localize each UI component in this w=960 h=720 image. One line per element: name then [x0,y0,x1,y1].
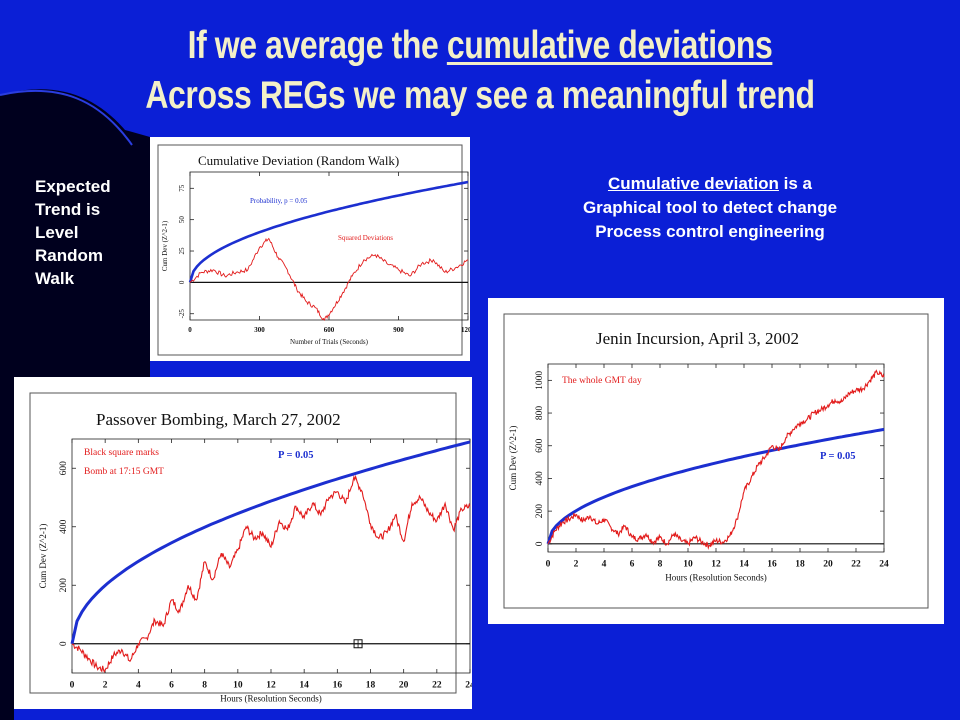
y-axis-label: Cum Dev (Z^2-1) [161,220,169,271]
cumdev-suffix: is a [778,174,813,193]
probability-curve [70,440,471,645]
y-tick-label: 600 [59,461,69,476]
y-tick-label: 800 [535,406,545,421]
expected-line: Level [35,223,79,242]
expected-trend-text: Expected Trend is Level Random Walk [35,175,150,290]
y-tick-label: -25 [178,309,186,319]
chart-jenin-incursion: Jenin Incursion, April 3, 2002 0 2 4 6 8 10 12 1… [488,298,944,624]
x-tick-label: 900 [393,326,404,334]
chart-frame [503,313,929,609]
y-tick-label: 200 [535,504,545,519]
slide-title-line2: Across REGs we may see a meaningful tren… [145,74,815,117]
x-tick-label: 6 [169,681,174,691]
chart-annotation: Black square marks [84,448,159,458]
y-tick-label: 600 [535,438,545,453]
expected-line: Trend is [35,200,101,219]
expected-line: Random [35,246,103,265]
deviation-trace [189,237,469,321]
x-tick-label: 20 [399,681,409,691]
x-tick-label: 0 [70,681,75,691]
x-tick-label: 16 [767,560,777,570]
chart-annotation: Squared Deviations [338,234,393,242]
y-axis-label: Cum Dev (Z^2-1) [508,426,518,491]
title-link-cumulative-deviations[interactable]: cumulative deviations [446,24,773,67]
chart-annotation: The whole GMT day [562,376,642,386]
x-tick-label: 24 [465,681,472,691]
x-tick-label: 2 [574,560,579,570]
x-tick-label: 24 [879,560,889,570]
x-tick-label: 300 [254,326,265,334]
y-tick-label: 200 [59,578,69,593]
x-tick-label: 8 [202,681,207,691]
y-axis-label: Cum Dev (Z^2-1) [38,524,48,589]
expected-line: Expected [35,177,111,196]
probability-curve [546,427,885,545]
x-tick-label: 14 [299,681,309,691]
deviation-trace [547,369,885,550]
chart-annotation: Probability, p = 0.05 [250,197,308,205]
cumulative-deviation-description: Cumulative deviation is a Graphical tool… [500,172,920,244]
y-tick-label: 400 [535,471,545,486]
x-tick-label: 1200 [461,326,470,334]
x-tick-label: 4 [602,560,607,570]
x-tick-label: 4 [136,681,141,691]
y-tick-label: 50 [178,216,186,224]
x-axis-label: Number of Trials (Seconds) [290,338,369,346]
probability-curve [188,180,469,283]
x-tick-label: 12 [266,681,276,691]
chart-title: Jenin Incursion, April 3, 2002 [596,329,799,348]
x-axis-label: Hours (Resolution Seconds) [220,694,322,704]
cumdev-line3: Process control engineering [595,222,825,241]
x-axis-label: Hours (Resolution Seconds) [665,573,767,583]
chart-frame [29,392,457,694]
random-walk-chart-svg: Cumulative Deviation (Random Walk) 0 300 60… [157,144,470,356]
chart-annotation: Bomb at 17:15 GMT [84,467,164,477]
x-tick-label: 10 [683,560,693,570]
slide-title-line1: If we average the cumulative deviations [86,24,873,68]
plot-area [189,171,469,321]
cumdev-line2: Graphical tool to detect change [582,198,838,217]
y-tick-label: 0 [59,641,69,646]
cumulative-deviation-link[interactable]: Cumulative deviation [607,174,779,193]
x-tick-label: 0 [188,326,192,334]
x-tick-label: 18 [795,560,805,570]
x-tick-label: 600 [324,326,335,334]
expected-line: Walk [35,269,75,288]
x-tick-label: 2 [103,681,108,691]
y-tick-label: 1000 [535,371,545,390]
x-tick-label: 22 [432,681,442,691]
chart-random-walk: Cumulative Deviation (Random Walk) 0 300 60… [150,137,470,361]
y-tick-label: 25 [178,247,186,255]
x-tick-label: 14 [739,560,749,570]
y-tick-label: 75 [178,184,186,192]
x-tick-label: 6 [630,560,635,570]
x-tick-label: 16 [333,681,343,691]
chart-frame [157,144,463,356]
title-prefix: If we average the [187,24,447,67]
x-tick-label: 18 [366,681,376,691]
y-tick-label: 400 [59,519,69,534]
x-tick-label: 22 [851,560,861,570]
x-tick-label: 10 [233,681,243,691]
chart-title: Cumulative Deviation (Random Walk) [198,153,399,168]
chart-title: Passover Bombing, March 27, 2002 [96,410,341,429]
y-tick-label: 0 [178,280,186,284]
probability-label: P = 0.05 [820,451,855,462]
x-tick-label: 0 [546,560,551,570]
probability-label: P = 0.05 [278,450,313,461]
x-tick-label: 12 [711,560,721,570]
x-tick-label: 8 [658,560,663,570]
x-tick-label: 20 [823,560,833,570]
deviation-trace [71,474,471,673]
chart-passover-bombing: Passover Bombing, March 27, 2002 0 2 4 6 8 10 1… [14,377,472,709]
y-tick-label: 0 [535,541,545,546]
